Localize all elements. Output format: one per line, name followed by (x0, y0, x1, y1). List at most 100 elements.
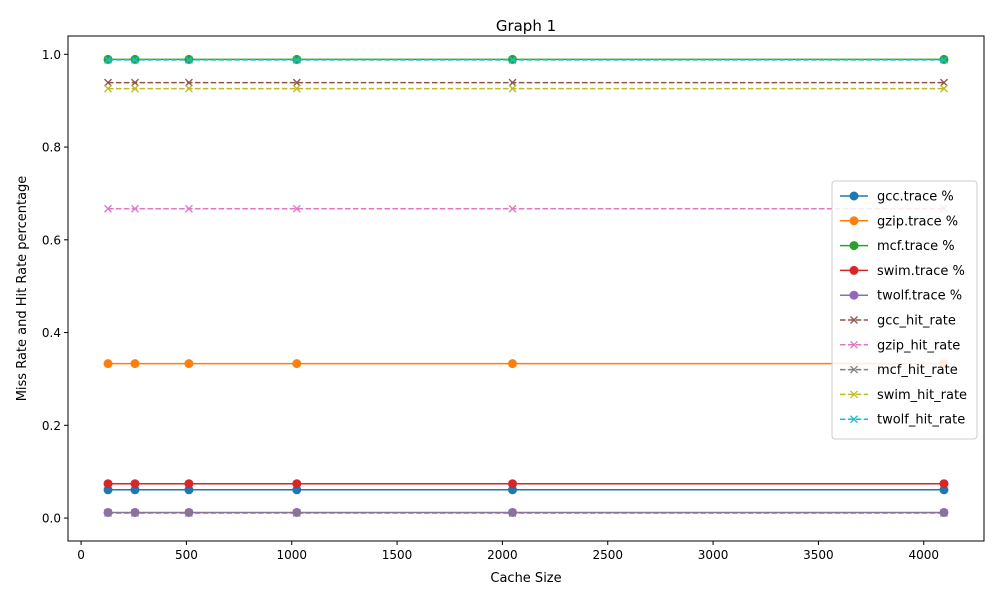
data-point-5-3-stroke-b (292, 78, 301, 87)
legend-marker-stroke-b (850, 340, 858, 349)
legend-marker (850, 316, 858, 324)
data-point-6-3 (292, 204, 301, 213)
series-7 (104, 508, 948, 517)
legend-marker (850, 340, 858, 349)
data-point-1-0 (103, 359, 113, 369)
legend-box (831, 180, 978, 440)
data-point-9-4-stroke-b (508, 55, 517, 64)
series-3 (103, 479, 949, 489)
data-point-7-0-stroke-b (104, 508, 112, 517)
data-point-7-2-stroke-b (184, 508, 193, 517)
x-tick-label: 3000 (698, 548, 729, 562)
legend-marker (849, 241, 859, 251)
data-point-9-3 (292, 55, 301, 64)
x-tick-label: 4000 (908, 548, 939, 562)
data-point-6-3-stroke-b (292, 204, 301, 213)
data-point-5-5-stroke-b (940, 78, 948, 87)
data-point-9-0-stroke-b (104, 55, 112, 64)
data-point-6-2-stroke-b (184, 204, 193, 213)
legend-marker (850, 390, 858, 399)
data-point-8-4 (508, 84, 517, 93)
legend-marker-stroke-b (850, 316, 858, 324)
data-point-9-3-stroke-b (292, 55, 301, 64)
plot-series (103, 54, 949, 517)
data-point-9-5 (940, 55, 948, 64)
data-point-3-0 (103, 479, 113, 489)
x-tick-label: 2500 (592, 548, 623, 562)
x-tick-label: 3500 (803, 548, 834, 562)
data-point-6-4 (508, 204, 517, 213)
data-point-6-2 (184, 204, 193, 213)
data-point-7-3-stroke-b (292, 508, 301, 517)
y-tick-label: 0.2 (42, 419, 61, 433)
data-point-8-0 (104, 84, 112, 93)
legend-entry-9: twolf_hit_rate (840, 413, 965, 428)
legend-entry-4: twolf.trace % (840, 289, 962, 304)
x-tick-label: 1500 (382, 548, 413, 562)
legend-label: swim_hit_rate (877, 388, 967, 403)
legend-label: twolf.trace % (877, 289, 962, 304)
legend-label: mcf.trace % (877, 239, 955, 254)
data-point-9-4 (508, 55, 517, 64)
data-point-7-0 (104, 508, 112, 517)
data-point-8-3-stroke-b (292, 84, 301, 93)
legend-entry-7: mcf_hit_rate (840, 363, 958, 378)
data-point-9-1 (131, 55, 139, 64)
data-point-7-1-stroke-b (131, 508, 139, 517)
data-point-5-4-stroke-b (508, 78, 517, 87)
legend-marker-stroke-b (850, 390, 858, 399)
data-point-8-1-stroke-b (131, 84, 139, 93)
data-point-7-5-stroke-b (940, 508, 948, 517)
series-1 (103, 359, 949, 369)
legend-marker (849, 265, 859, 275)
data-point-6-1 (131, 204, 139, 213)
data-point-5-1-stroke-b (131, 78, 139, 87)
data-point-9-2-stroke-b (184, 55, 193, 64)
data-point-5-1 (131, 78, 139, 87)
data-point-6-0 (104, 204, 112, 213)
chart-title: Graph 1 (496, 17, 556, 35)
legend-label: gzip.trace % (877, 214, 958, 229)
data-point-5-0-stroke-b (104, 78, 112, 87)
data-point-3-2 (184, 479, 194, 489)
data-point-7-4-stroke-b (508, 508, 517, 517)
y-axis-ticks: 0.0 0.2 0.4 0.6 0.8 1.0 (42, 48, 68, 526)
data-point-7-1 (131, 508, 139, 517)
legend-marker-stroke-b (850, 415, 858, 424)
data-point-9-1-stroke-b (131, 55, 139, 64)
data-point-7-3 (292, 508, 301, 517)
data-point-8-4-stroke-b (508, 84, 517, 93)
data-point-5-4 (508, 78, 517, 87)
data-point-5-3 (292, 78, 301, 87)
legend-marker (849, 216, 859, 226)
x-tick-label: 2000 (487, 548, 518, 562)
data-point-3-4 (508, 479, 518, 489)
data-point-5-0 (104, 78, 112, 87)
x-tick-label: 0 (77, 548, 85, 562)
data-point-7-2 (184, 508, 193, 517)
legend-entry-6: gzip_hit_rate (840, 338, 960, 353)
legend-entry-5: gcc_hit_rate (840, 314, 956, 329)
y-axis-label: Miss Rate and Hit Rate percentage (15, 176, 30, 402)
legend-label: mcf_hit_rate (877, 363, 958, 378)
legend-marker-stroke-b (850, 365, 858, 374)
data-point-8-5-stroke-b (940, 84, 948, 93)
legend-marker (850, 415, 858, 424)
x-tick-label: 500 (175, 548, 198, 562)
data-point-7-5 (940, 508, 948, 517)
data-point-8-3 (292, 84, 301, 93)
series-8 (104, 84, 948, 93)
data-point-8-5 (940, 84, 948, 93)
x-tick-label: 1000 (276, 548, 307, 562)
series-6 (104, 204, 948, 213)
data-point-8-1 (131, 84, 139, 93)
legend-entry-8: swim_hit_rate (840, 388, 967, 403)
data-point-1-4 (508, 359, 518, 369)
data-point-3-3 (292, 479, 302, 489)
data-point-6-0-stroke-b (104, 204, 112, 213)
data-point-6-4-stroke-b (508, 204, 517, 213)
series-5 (104, 78, 948, 87)
data-point-1-1 (130, 359, 140, 369)
